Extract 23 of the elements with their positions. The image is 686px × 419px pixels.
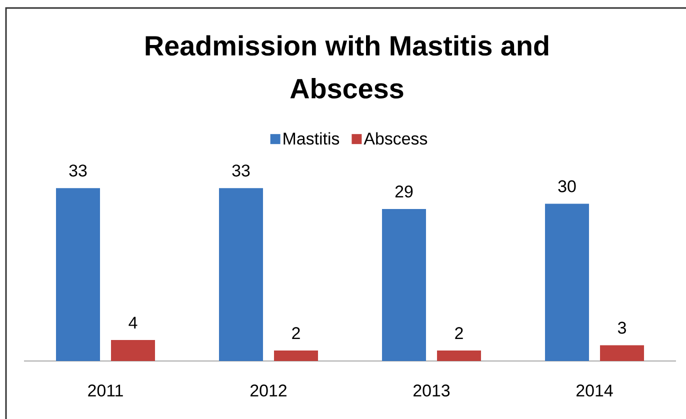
bar <box>111 340 156 361</box>
data-label: 33 <box>232 164 250 177</box>
chart-title: Readmission with Mastitis and Abscess <box>146 35 548 99</box>
x-tick-label: 2011 <box>88 384 123 397</box>
x-tick-label: 2012 <box>250 384 286 397</box>
bar <box>437 350 482 361</box>
data-label: 3 <box>618 322 626 334</box>
bar <box>274 350 318 361</box>
data-label: 30 <box>558 180 576 192</box>
data-label: 4 <box>128 316 138 329</box>
bar <box>56 188 100 361</box>
bar <box>382 209 426 361</box>
legend-label: Abscess <box>364 132 428 145</box>
bar <box>545 204 590 361</box>
data-label: 2 <box>455 327 463 339</box>
data-label: 33 <box>69 164 87 177</box>
data-label: 2 <box>292 327 300 339</box>
legend-label: Mastitis <box>284 132 340 145</box>
x-tick-label: 2014 <box>576 384 613 397</box>
bar <box>219 188 264 361</box>
bar <box>600 345 644 361</box>
x-tick-label: 2013 <box>414 384 450 397</box>
data-label: 29 <box>395 186 413 198</box>
